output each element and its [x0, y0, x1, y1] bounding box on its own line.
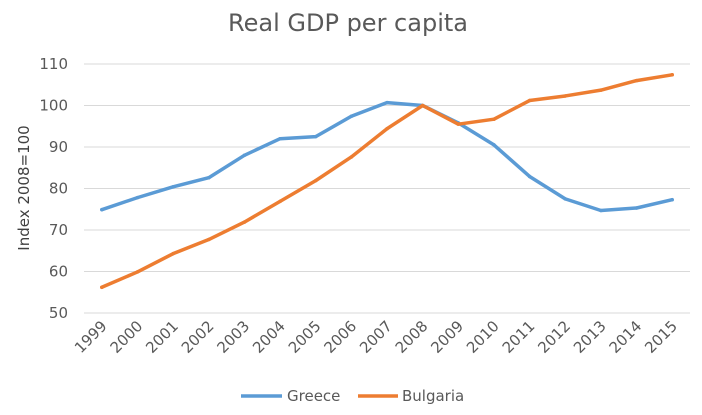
x-tick-label: 2015	[641, 317, 681, 357]
data-point-bulgaria	[563, 94, 567, 98]
data-point-bulgaria	[278, 199, 282, 204]
x-tick-label: 2009	[427, 317, 467, 357]
data-point-bulgaria	[456, 122, 461, 126]
y-tick-label: 110	[39, 55, 68, 73]
x-tick-label: 1999	[71, 317, 111, 357]
y-tick-label: 70	[49, 221, 68, 239]
y-tick-label: 90	[49, 138, 68, 156]
data-point-bulgaria	[349, 155, 354, 159]
legend-label-greece: Greece	[287, 387, 340, 405]
data-point-bulgaria	[100, 285, 104, 290]
series-greece	[100, 100, 674, 213]
series-bulgaria	[100, 73, 674, 290]
x-tick-label: 2004	[249, 317, 289, 357]
x-tick-label: 2006	[320, 317, 360, 357]
x-tick-label: 2011	[499, 317, 539, 357]
legend-item-greece: Greece	[241, 387, 340, 405]
data-point-greece	[563, 197, 567, 201]
data-point-bulgaria	[420, 103, 425, 108]
x-tick-label: 2010	[463, 317, 503, 357]
x-tick-label: 2014	[606, 317, 646, 357]
legend-item-bulgaria: Bulgaria	[358, 387, 464, 405]
data-point-greece	[278, 136, 282, 141]
x-tick-label: 2001	[142, 317, 182, 357]
data-point-greece	[171, 185, 175, 189]
data-point-greece	[385, 100, 389, 105]
data-point-greece	[100, 207, 104, 212]
data-point-bulgaria	[527, 98, 532, 103]
data-point-bulgaria	[135, 270, 140, 274]
data-point-bulgaria	[670, 73, 674, 77]
data-point-greece	[527, 174, 532, 179]
data-point-greece	[349, 114, 354, 119]
chart-title: Real GDP per capita	[228, 9, 468, 37]
y-tick-label: 60	[49, 263, 68, 281]
x-axis-ticks: 1999200020012002200320042005200620072008…	[71, 317, 681, 357]
y-axis-ticks: 50 60 70 80 90 100 110	[39, 55, 68, 322]
data-point-bulgaria	[313, 178, 318, 183]
data-point-bulgaria	[171, 251, 175, 256]
gridlines	[84, 63, 690, 314]
legend-label-bulgaria: Bulgaria	[402, 387, 464, 405]
x-tick-label: 2003	[214, 317, 254, 357]
y-axis-label: Index 2008=100	[15, 125, 33, 250]
data-point-bulgaria	[242, 220, 247, 224]
x-tick-label: 2013	[570, 317, 610, 357]
x-tick-label: 2002	[178, 317, 218, 357]
x-tick-label: 2008	[392, 317, 432, 357]
data-point-greece	[207, 175, 211, 180]
data-point-greece	[634, 206, 639, 210]
series-lines	[100, 73, 674, 290]
data-point-bulgaria	[634, 78, 639, 83]
data-point-greece	[313, 134, 318, 139]
data-point-bulgaria	[207, 237, 211, 242]
y-tick-label: 100	[39, 97, 68, 115]
data-point-bulgaria	[385, 126, 389, 131]
data-point-greece	[135, 195, 140, 200]
x-tick-label: 2012	[534, 317, 574, 357]
series-line-greece	[100, 100, 674, 213]
data-point-bulgaria	[599, 88, 603, 92]
series-line-bulgaria	[100, 73, 674, 290]
x-tick-label: 2000	[107, 317, 147, 357]
legend: Greece Bulgaria	[241, 387, 464, 405]
data-point-greece	[492, 143, 496, 147]
data-point-greece	[599, 208, 603, 213]
y-tick-label: 80	[49, 180, 68, 198]
y-tick-label: 50	[49, 304, 68, 322]
data-point-greece	[242, 153, 247, 158]
x-tick-label: 2005	[285, 317, 325, 357]
data-point-greece	[670, 197, 674, 202]
x-tick-label: 2007	[356, 317, 396, 357]
data-point-bulgaria	[492, 117, 496, 121]
